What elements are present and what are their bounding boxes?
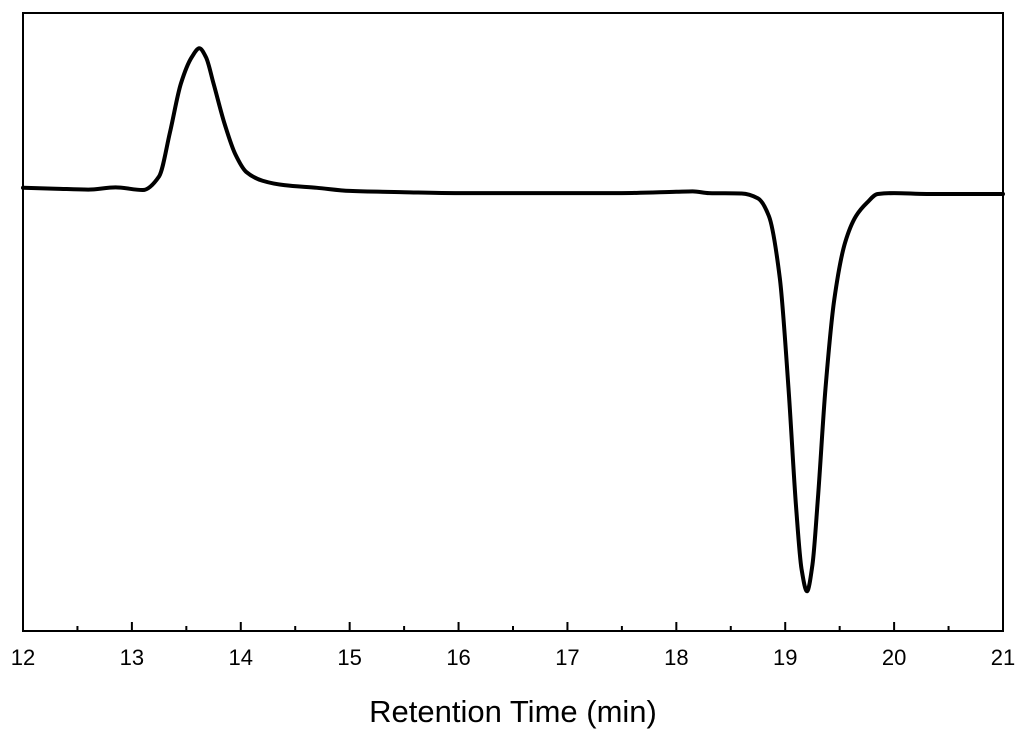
x-axis-title: Retention Time (min)	[369, 694, 657, 729]
x-tick-label: 18	[664, 645, 688, 670]
x-tick-label: 16	[446, 645, 470, 670]
x-tick-label: 15	[337, 645, 361, 670]
x-tick-label: 20	[882, 645, 906, 670]
x-tick-label: 17	[555, 645, 579, 670]
signal-trace-line	[21, 46, 1005, 594]
x-tick-label: 13	[120, 645, 144, 670]
x-tick-label: 19	[773, 645, 797, 670]
x-axis-tick-labels: 12 13 14 15 16 17 18 19 20 21	[11, 645, 1015, 670]
x-axis-ticks	[22, 622, 1004, 631]
x-tick-label: 21	[991, 645, 1015, 670]
x-tick-label: 14	[229, 645, 253, 670]
plot-frame	[22, 12, 1004, 632]
x-tick-label: 12	[11, 645, 35, 670]
